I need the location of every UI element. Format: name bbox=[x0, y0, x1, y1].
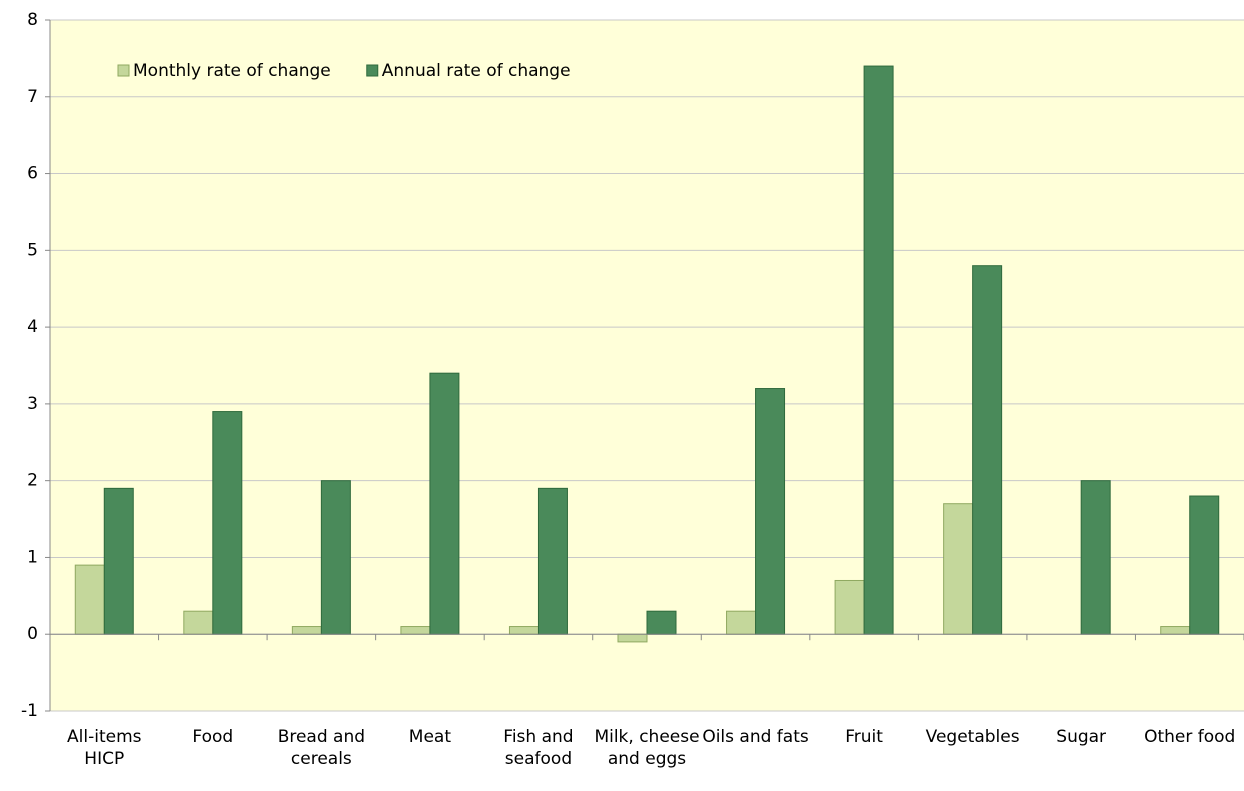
y-tick-label: 3 bbox=[27, 394, 38, 414]
legend-label: Annual rate of change bbox=[382, 61, 571, 81]
bar bbox=[755, 388, 786, 635]
x-tick-label: Fish and seafood bbox=[503, 727, 574, 769]
y-tick-label: 5 bbox=[27, 240, 38, 260]
bar bbox=[537, 487, 568, 635]
x-tick-label: Fruit bbox=[845, 727, 883, 747]
legend-label: Monthly rate of change bbox=[133, 61, 331, 81]
bar bbox=[726, 610, 757, 635]
bar bbox=[863, 65, 894, 635]
bar bbox=[429, 372, 460, 635]
x-tick-label: Food bbox=[192, 727, 234, 747]
bar bbox=[1080, 480, 1111, 635]
bar bbox=[74, 564, 105, 635]
bar bbox=[183, 610, 214, 635]
bar bbox=[943, 503, 974, 635]
bar bbox=[972, 265, 1003, 635]
y-tick-label: 1 bbox=[27, 547, 38, 567]
plot-area bbox=[50, 20, 1244, 711]
x-tick-label: Oils and fats bbox=[702, 727, 809, 747]
bar bbox=[212, 411, 243, 635]
y-tick-label: 7 bbox=[27, 87, 38, 107]
bar bbox=[834, 579, 865, 635]
x-tick-label: All-items HICP bbox=[67, 727, 142, 769]
legend-swatch bbox=[117, 64, 130, 77]
bar bbox=[646, 610, 677, 635]
y-tick-label: -1 bbox=[21, 701, 38, 721]
y-tick-label: 6 bbox=[27, 164, 38, 184]
bar bbox=[1189, 495, 1220, 635]
x-tick-label: Meat bbox=[408, 727, 452, 747]
x-tick-label: Other food bbox=[1144, 727, 1236, 747]
bar bbox=[1160, 626, 1191, 635]
x-tick-label: Milk, cheese and eggs bbox=[594, 727, 700, 769]
x-tick-label: Bread and cereals bbox=[277, 727, 366, 769]
y-tick-label: 0 bbox=[27, 624, 38, 644]
y-tick-label: 8 bbox=[27, 10, 38, 30]
bar bbox=[508, 626, 539, 635]
bar bbox=[320, 480, 351, 635]
legend-swatch bbox=[366, 64, 379, 77]
x-tick-label: Sugar bbox=[1056, 727, 1107, 747]
bar bbox=[617, 633, 648, 643]
bar bbox=[103, 487, 134, 635]
x-tick-label: Vegetables bbox=[925, 727, 1020, 747]
bar bbox=[400, 626, 431, 635]
y-tick-label: 2 bbox=[27, 471, 38, 491]
y-tick-label: 4 bbox=[27, 317, 38, 337]
bar bbox=[291, 626, 322, 635]
